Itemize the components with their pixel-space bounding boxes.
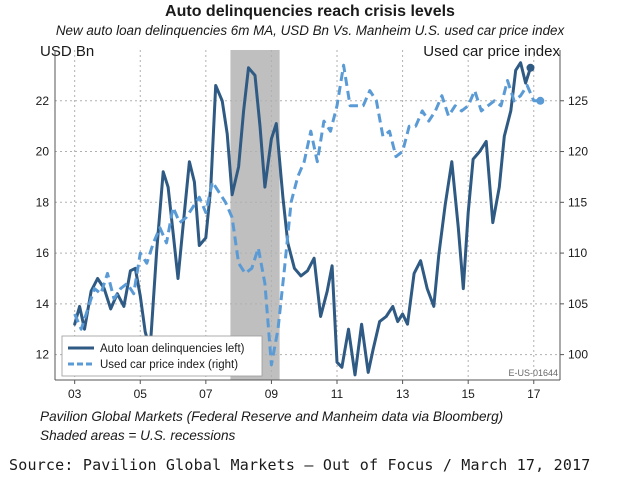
end-marker-price-index <box>536 96 545 105</box>
legend-label: Auto loan delinquencies left) <box>100 343 245 355</box>
x-tick-label: 11 <box>331 387 344 401</box>
x-tick-label: 09 <box>265 387 279 401</box>
x-tick-label: 03 <box>68 387 82 401</box>
left-axis-label: USD Bn <box>40 43 95 60</box>
x-tick-label: 05 <box>134 387 148 401</box>
chart-title: Auto delinquencies reach crisis levels <box>165 3 455 20</box>
image-source: Source: Pavilion Global Markets – Out of… <box>9 456 591 474</box>
y-right-tick-label: 125 <box>568 94 588 108</box>
y-left-tick-label: 16 <box>36 246 50 260</box>
recession-note: Shaded areas = U.S. recessions <box>40 428 236 443</box>
recession-shading <box>230 50 280 380</box>
x-tick-label: 15 <box>462 387 476 401</box>
y-left-tick-label: 18 <box>36 195 50 209</box>
x-tick-label: 07 <box>199 387 213 401</box>
chart-code-label: E-US-01644 <box>508 368 558 378</box>
x-tick-label: 13 <box>396 387 410 401</box>
legend-label: Used car price index (right) <box>100 359 238 371</box>
y-left-tick-label: 22 <box>36 94 50 108</box>
end-marker-delinquencies <box>526 63 535 72</box>
series-line-used-car-price-index <box>73 63 541 367</box>
x-tick-label: 17 <box>527 387 541 401</box>
chart-subtitle: New auto loan delinquencies 6m MA, USD B… <box>55 23 565 38</box>
series-line-auto-loan-delinquencies <box>73 61 532 377</box>
y-right-tick-label: 100 <box>568 348 588 362</box>
chart-svg: 03 05 07 09 11 13 15 17 12 14 16 18 20 22 100 105 110 115… <box>36 50 588 401</box>
legend-box <box>61 335 263 377</box>
y-right-tick-label: 120 <box>568 145 588 159</box>
right-axis-label: Used car price index <box>423 43 560 60</box>
y-left-tick-label: 12 <box>36 348 50 362</box>
y-right-tick-label: 110 <box>568 246 587 260</box>
y-left-tick-label: 20 <box>36 145 50 159</box>
y-right-tick-label: 115 <box>568 195 587 209</box>
source-line: Pavilion Global Markets (Federal Reserve… <box>40 409 504 424</box>
y-right-tick-label: 105 <box>568 297 588 311</box>
y-left-tick-label: 14 <box>36 297 50 311</box>
